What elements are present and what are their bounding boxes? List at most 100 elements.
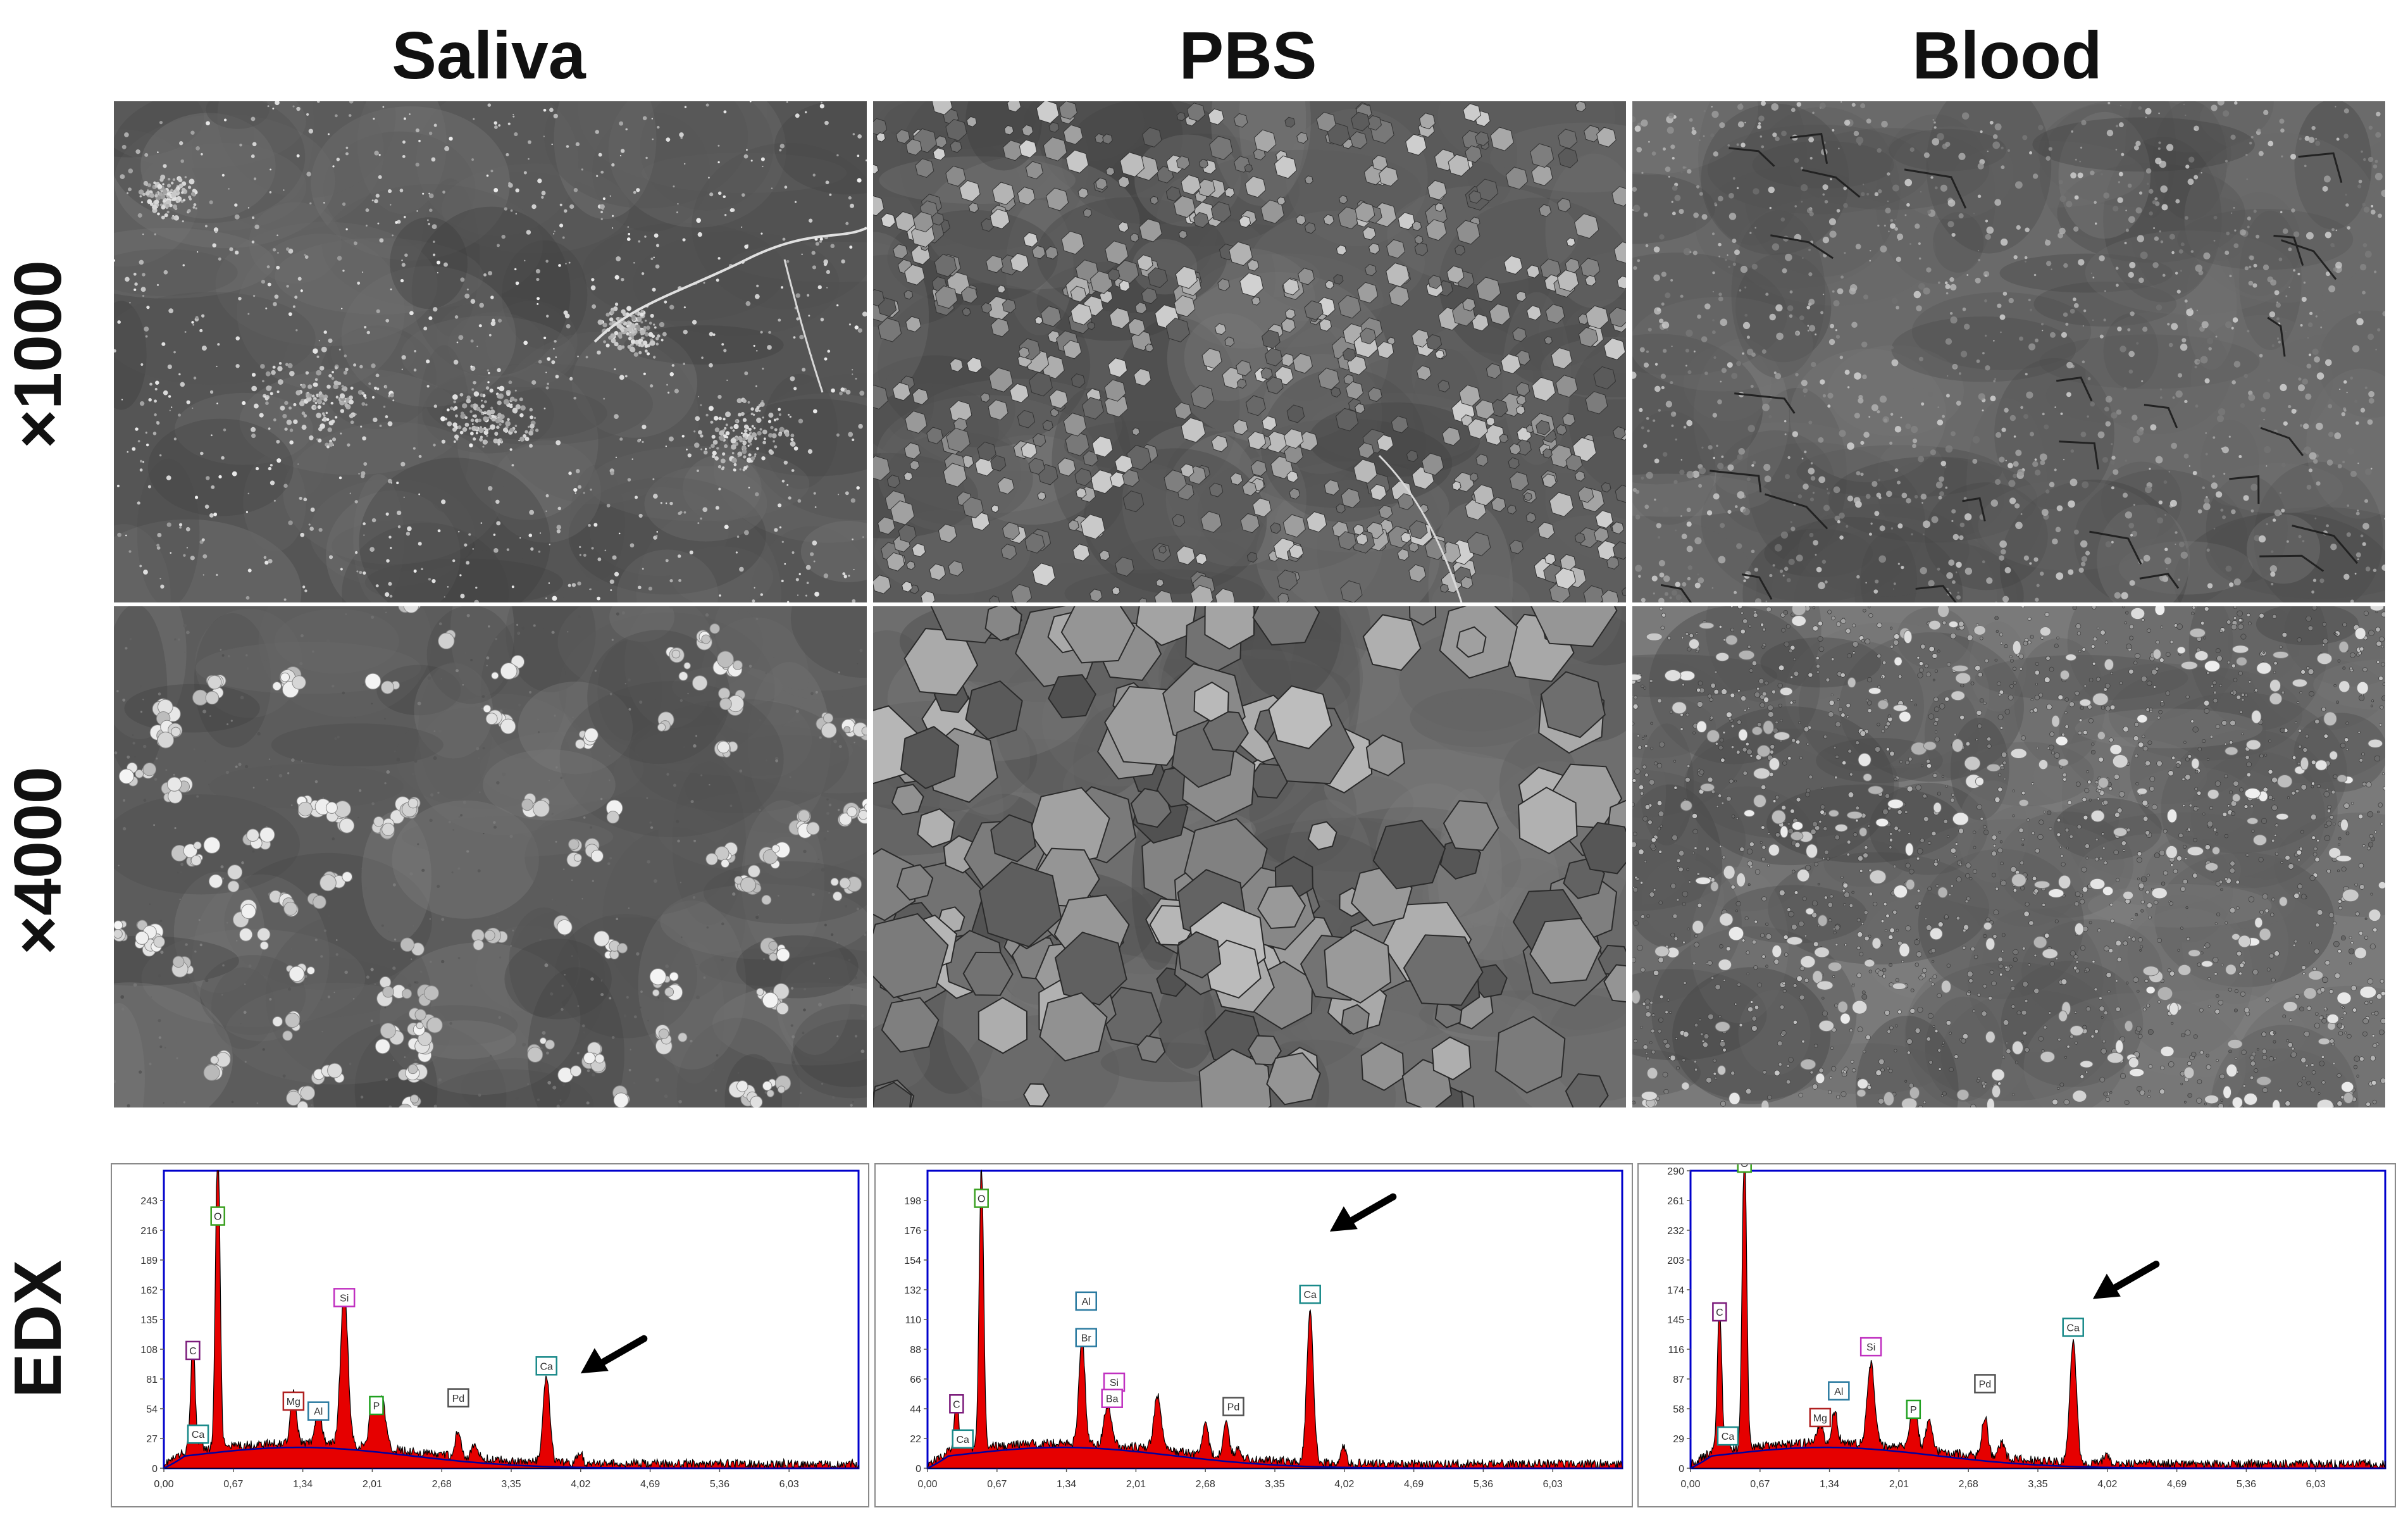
row-label-edx: EDX: [1, 1260, 75, 1398]
edx-x-tick: 4,02: [2097, 1479, 2117, 1490]
edx-y-tick: 135: [140, 1315, 158, 1326]
edx-y-tick: 0: [915, 1464, 921, 1475]
edx-x-tick: 2,01: [363, 1479, 382, 1490]
edx-y-tick: 145: [1667, 1315, 1684, 1326]
edx-element-label: O: [214, 1212, 221, 1223]
edx-x-tick: 2,01: [1126, 1479, 1146, 1490]
edx-element-label: Ca: [540, 1361, 553, 1372]
edx-arrow-icon: [1329, 1193, 1397, 1232]
edx-element-label: O: [1741, 1164, 1748, 1170]
edx-element-label-box: [307, 1401, 330, 1421]
edx-element-label-box: [949, 1394, 964, 1414]
edx-x-tick: 3,35: [501, 1479, 521, 1490]
edx-y-tick: 290: [1667, 1166, 1684, 1177]
row-label-x4000: ×4000: [1, 766, 75, 955]
edx-x-tick: 0,67: [1750, 1479, 1770, 1490]
edx-y-tick: 162: [140, 1285, 158, 1296]
edx-x-tick: 6,03: [2306, 1479, 2326, 1490]
edx-x-tick: 3,35: [1265, 1479, 1284, 1490]
edx-element-label-box: [333, 1288, 356, 1307]
edx-element-label: Al: [314, 1407, 323, 1418]
edx-element-label: Ca: [192, 1430, 205, 1440]
edx-x-tick: 0,00: [154, 1479, 173, 1490]
edx-x-tick: 0,67: [987, 1479, 1007, 1490]
edx-element-label-box: [1075, 1291, 1097, 1311]
edx-element-label: P: [1910, 1405, 1917, 1416]
edx-spectrum-fill: [163, 1170, 859, 1469]
edx-y-tick: 108: [140, 1345, 158, 1356]
sem-pbs-1000-image: [873, 101, 1626, 602]
edx-element-label: Ba: [1106, 1394, 1119, 1405]
edx-x-tick: 2,68: [1959, 1479, 1978, 1490]
edx-x-tick: 3,35: [2028, 1479, 2047, 1490]
sem-pbs-4000-image: [873, 606, 1626, 1107]
edx-y-tick: 87: [1673, 1375, 1684, 1385]
edx-spectrum-blood: 290 261 232 203 174 145 116 87 58 29 0 0,00 0,67 1,34…: [1637, 1163, 2396, 1507]
edx-x-tick: 1,34: [293, 1479, 313, 1490]
edx-element-label-box: [1712, 1302, 1727, 1322]
edx-element-label-box: [1974, 1374, 1996, 1394]
edx-element-label-box: [1101, 1388, 1123, 1408]
edx-element-label: Si: [1110, 1378, 1119, 1388]
edx-y-tick: 29: [1673, 1434, 1684, 1445]
edx-x-tick: 1,34: [1057, 1479, 1076, 1490]
edx-baseline: [163, 1446, 859, 1469]
edx-element-label-box: [952, 1429, 974, 1449]
edx-spectrum-saliva: 243 216 189 162 135 108 81 54 27 0 0,00 0,67 1,34 2,0…: [111, 1163, 869, 1507]
edx-x-tick: 5,36: [2237, 1479, 2256, 1490]
sem-saliva-4000: [114, 606, 867, 1107]
edx-y-tick: 176: [904, 1226, 921, 1237]
edx-element-label-box: [187, 1424, 209, 1444]
edx-element-label-box: [185, 1340, 201, 1361]
column-title-blood: Blood: [1912, 18, 2102, 93]
edx-x-tick: 2,68: [432, 1479, 452, 1490]
edx-y-tick: 203: [1667, 1256, 1684, 1266]
edx-y-tick: 154: [904, 1256, 921, 1266]
edx-y-tick: 58: [1673, 1404, 1684, 1415]
edx-y-tick: 174: [1667, 1285, 1684, 1296]
edx-x-tick: 4,69: [2167, 1479, 2187, 1490]
edx-element-label-box: [1716, 1426, 1739, 1446]
edx-y-tick: 110: [905, 1315, 921, 1326]
edx-element-label: Pd: [1227, 1402, 1240, 1413]
edx-element-label-box: [535, 1356, 557, 1376]
edx-arrow-icon: [2092, 1261, 2160, 1299]
sem-blood-4000-image: [1632, 606, 2385, 1107]
edx-y-tick: 81: [146, 1375, 158, 1385]
sem-saliva-4000-image: [114, 606, 867, 1107]
edx-y-tick: 44: [910, 1404, 921, 1415]
edx-element-label-box: [1222, 1397, 1244, 1416]
edx-y-tick: 66: [910, 1375, 921, 1385]
edx-y-tick: 0: [152, 1464, 158, 1475]
sem-pbs-4000: [873, 606, 1626, 1107]
sem-blood-1000: [1632, 101, 2385, 602]
edx-element-label: Al: [1834, 1387, 1843, 1397]
edx-element-label-box: [1075, 1328, 1097, 1347]
edx-element-label: P: [373, 1401, 380, 1412]
edx-element-label: Ca: [1722, 1432, 1735, 1442]
edx-x-tick: 4,02: [1334, 1479, 1354, 1490]
edx-x-tick: 0,00: [1680, 1479, 1700, 1490]
sem-blood-4000: [1632, 606, 2385, 1107]
row-label-x1000: ×1000: [1, 260, 75, 449]
edx-y-tick: 198: [904, 1196, 921, 1207]
edx-spectrum-fill: [1690, 1170, 2386, 1469]
edx-spectrum-pbs: 198 176 154 132 110 88 66 44 22 0 0,00 0,67 1,34 2,01…: [874, 1163, 1633, 1507]
sem-pbs-1000: [873, 101, 1626, 602]
edx-y-tick: 116: [1668, 1345, 1684, 1356]
edx-element-label: Mg: [1813, 1413, 1827, 1424]
edx-y-tick: 216: [140, 1226, 158, 1237]
edx-element-label: Ca: [2066, 1323, 2080, 1333]
edx-element-label-box: [210, 1206, 225, 1226]
edx-y-tick: 22: [910, 1434, 921, 1445]
edx-spectrum-fill: [927, 1169, 1623, 1469]
sem-blood-1000-image: [1632, 101, 2385, 602]
edx-element-label: Si: [340, 1293, 349, 1304]
edx-element-label-box: [2062, 1318, 2084, 1337]
edx-element-label: Pd: [1979, 1379, 1992, 1390]
edx-element-label: Br: [1081, 1333, 1092, 1344]
edx-x-tick: 4,02: [571, 1479, 590, 1490]
edx-element-label-box: [1906, 1399, 1921, 1419]
edx-element-label: Si: [1866, 1342, 1875, 1353]
edx-x-tick: 6,03: [779, 1479, 799, 1490]
